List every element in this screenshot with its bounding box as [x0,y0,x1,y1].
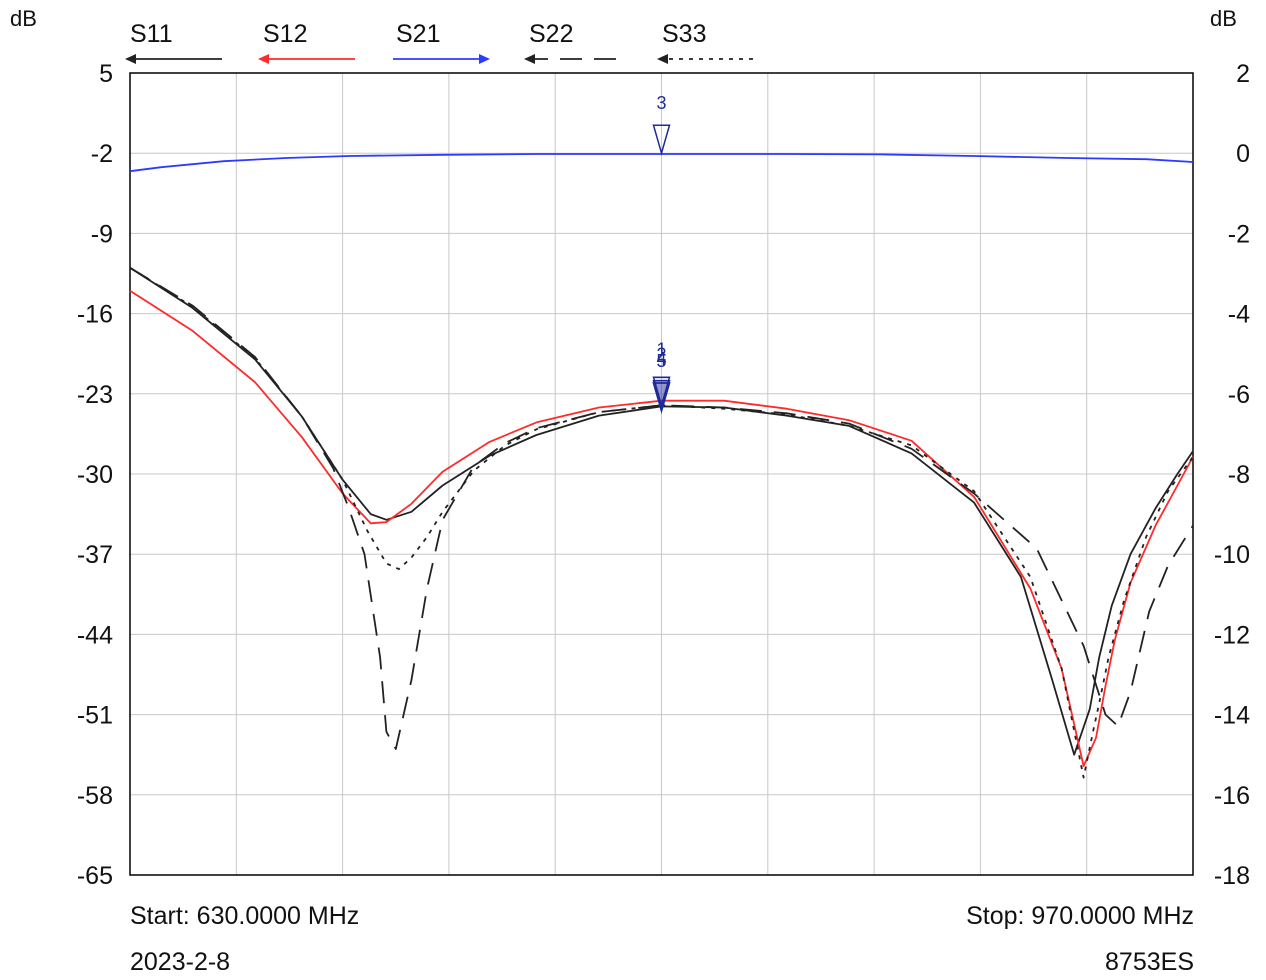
legend-arrow [258,54,269,64]
right-tick-label: -16 [1214,782,1250,810]
right-tick-label: -8 [1228,461,1250,489]
legend-label: S22 [529,20,573,48]
start-frequency-label: Start: 630.0000 MHz [130,902,360,930]
right-tick-label: 2 [1236,60,1250,88]
right-tick-label: -6 [1228,381,1250,409]
left-tick-label: -9 [91,220,113,248]
left-tick-label: -30 [77,461,113,489]
marker-label: 4 [656,349,666,369]
legend-label: S21 [396,20,440,48]
left-tick-label: -58 [77,782,113,810]
series-line-s12 [129,289,1194,768]
legend-label: S33 [662,20,706,48]
axes: 5 -2 -9 -16 -23 -30 -37 -44 -51 -58 -65 2 0 -2 -4 -6 -8 -… [10,6,1250,890]
stop-frequency-label: Stop: 970.0000 MHz [966,902,1194,930]
left-axis-unit: dB [10,6,37,31]
right-tick-label: -4 [1228,301,1250,329]
right-tick-label: 0 [1236,140,1250,168]
grid [130,73,1193,875]
marker-triangle [652,379,671,412]
marker-label: 1 [656,339,666,359]
legend: S11 S12 S21 S22 S33 [125,20,754,64]
left-tick-label: -23 [77,381,113,409]
marker-label: 5 [656,351,666,371]
marker-label: 3 [656,93,666,113]
right-axis-unit: dB [1210,6,1237,31]
legend-arrow [125,54,136,64]
date-label: 2023-2-8 [130,948,231,976]
right-tick-label: -2 [1228,220,1250,248]
left-tick-label: -16 [77,301,113,329]
series-line-s21 [129,153,1194,173]
left-tick-label: -37 [77,541,113,569]
instrument-label: 8753ES [1105,948,1194,976]
right-tick-label: -10 [1214,541,1250,569]
right-tick-label: -18 [1214,862,1250,890]
marker-label: 2 [656,345,666,365]
left-tick-label: -44 [77,621,113,649]
marker-triangle [652,376,671,408]
left-tick-label: -51 [77,702,113,730]
left-tick-label: -2 [91,140,113,168]
legend-arrow [657,54,668,64]
legend-arrow [479,54,490,64]
plot-frame [129,72,1194,876]
legend-label: S11 [130,20,173,48]
right-tick-label: -12 [1214,621,1250,649]
right-tick-label: -14 [1214,702,1250,730]
marker-triangle [652,124,671,156]
left-tick-label: -65 [77,862,113,890]
series-line-s22 [129,267,1194,750]
series-line-s11 [129,267,1194,756]
legend-arrow [524,54,535,64]
legend-label: S12 [263,20,307,48]
left-tick-label: 5 [99,60,113,88]
